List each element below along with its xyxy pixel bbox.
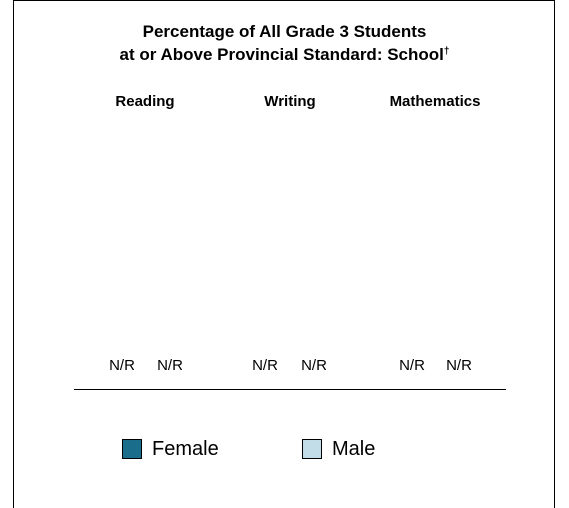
category-label-mathematics: Mathematics [389,93,481,110]
category-label-reading: Reading [115,93,175,110]
chart-title-line2: at or Above Provincial Standard: School† [0,42,569,65]
legend-swatch-female [122,439,142,459]
legend-label-female: Female [152,437,219,460]
value-label-mathematics-female: N/R [399,357,425,374]
category-label-writing: Writing [264,93,316,110]
title-dagger-mark: † [443,46,450,57]
chart-title-line1: Percentage of All Grade 3 Students [142,22,427,41]
x-axis-line [74,389,506,390]
value-label-reading-female: N/R [109,357,135,374]
value-label-reading-male: N/R [157,357,183,374]
chart-frame [13,0,555,508]
legend-item-female: Female [122,437,219,461]
legend-label-male: Male [332,437,376,460]
value-label-writing-female: N/R [252,357,278,374]
value-label-mathematics-male: N/R [446,357,472,374]
legend-swatch-male [302,439,322,459]
chart-title-line2-text: at or Above Provincial Standard: School [119,45,444,64]
value-label-writing-male: N/R [301,357,327,374]
legend-item-male: Male [302,437,375,461]
